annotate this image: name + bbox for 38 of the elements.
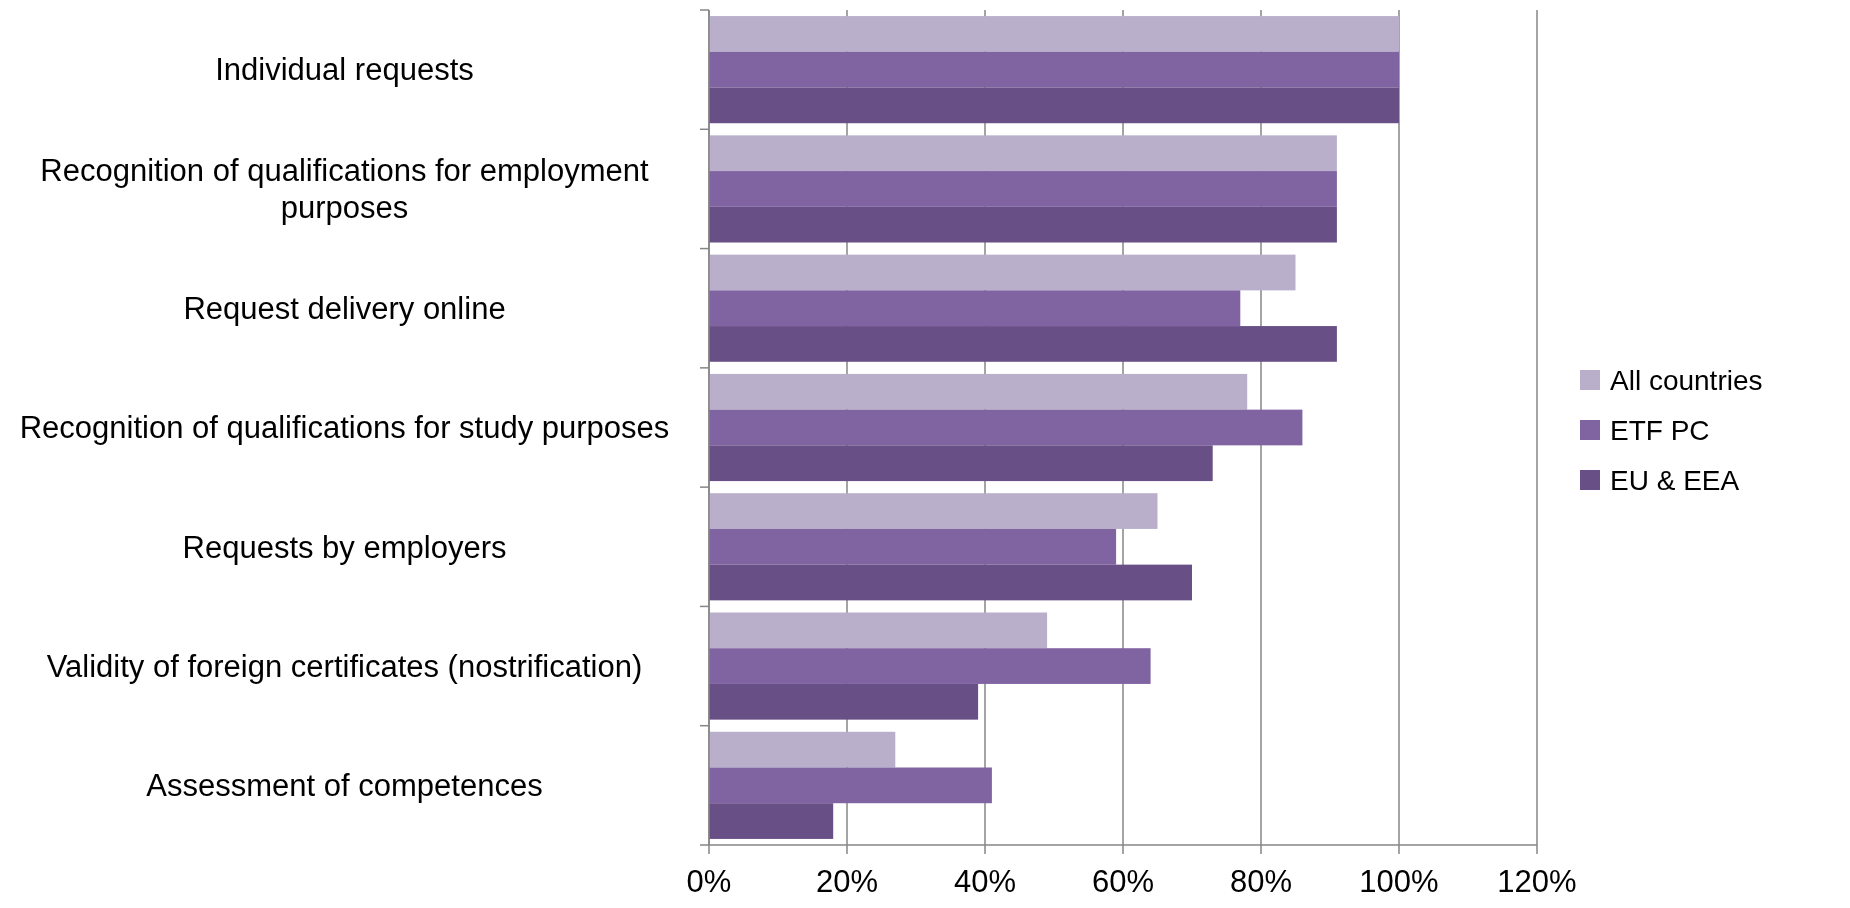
- x-tick-label: 40%: [953, 864, 1017, 899]
- bar: [709, 51, 1399, 88]
- bar: [709, 528, 1117, 565]
- x-tick-label: 100%: [1359, 864, 1439, 899]
- bar: [709, 16, 1399, 52]
- bar: [709, 493, 1158, 529]
- bar: [709, 648, 1151, 684]
- x-tick-label: 20%: [815, 864, 879, 899]
- bar: [709, 767, 992, 804]
- legend-label: All countries: [1610, 365, 1763, 396]
- bar: [709, 254, 1296, 291]
- bar: [709, 373, 1248, 410]
- y-tick-label: Recognition of qualifications for study purposes: [19, 410, 670, 446]
- bar: [709, 290, 1241, 327]
- bar: [709, 803, 834, 839]
- legend-label: EU & EEA: [1610, 465, 1740, 496]
- bar: [709, 87, 1399, 124]
- bar: [709, 731, 896, 768]
- bar: [709, 683, 979, 720]
- bar: [709, 564, 1192, 601]
- bar: [709, 409, 1303, 446]
- x-tick-label: 80%: [1229, 864, 1293, 899]
- y-tick-label: Requests by employers: [182, 529, 507, 565]
- y-tick-label: Validity of foreign certificates (nostrification): [46, 648, 643, 684]
- bar: [709, 612, 1048, 649]
- y-tick-label: Recognition of qualifications for employment purposes: [40, 153, 650, 226]
- bar: [709, 326, 1337, 362]
- bar: [709, 171, 1337, 207]
- bar: [709, 206, 1337, 243]
- x-tick-label: 60%: [1091, 864, 1155, 899]
- y-tick-label: Assessment of competences: [146, 768, 543, 804]
- bar: [709, 135, 1337, 172]
- x-tick-label: 120%: [1497, 864, 1577, 899]
- y-tick-label: Individual requests: [215, 52, 474, 88]
- y-tick-label: Request delivery online: [183, 291, 506, 327]
- legend-label: ETF PC: [1610, 415, 1710, 446]
- x-tick-label: 0%: [686, 864, 732, 899]
- bar: [709, 445, 1213, 482]
